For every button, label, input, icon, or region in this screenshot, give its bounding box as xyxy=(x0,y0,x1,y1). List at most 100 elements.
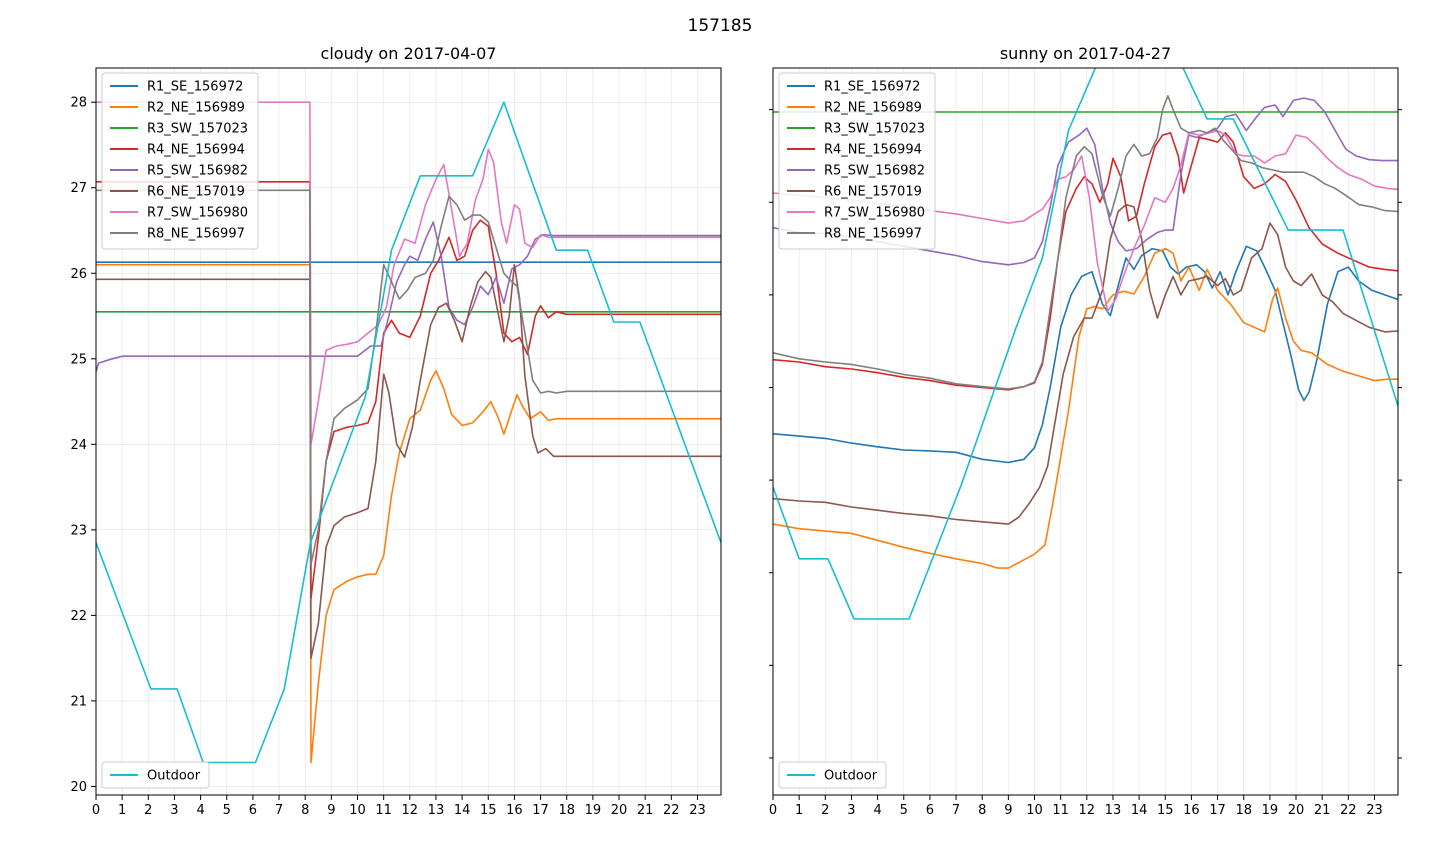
y-tick-label: 22 xyxy=(70,609,87,624)
legend-label: R4_NE_156994 xyxy=(824,143,922,158)
x-tick-label: 17 xyxy=(532,803,549,818)
x-tick-label: 13 xyxy=(1105,803,1122,818)
legend-label: R8_NE_156997 xyxy=(824,227,922,242)
x-tick-label: 9 xyxy=(327,803,335,818)
series-line-r5-sw-156982 xyxy=(773,97,1398,266)
legend-label: Outdoor xyxy=(824,769,878,784)
x-tick-label: 10 xyxy=(1026,803,1043,818)
x-tick-label: 10 xyxy=(349,803,366,818)
x-tick-label: 8 xyxy=(301,803,309,818)
legend-outdoor: Outdoor xyxy=(778,761,887,789)
x-tick-label: 23 xyxy=(689,803,706,818)
panel-title: sunny on 2017-04-27 xyxy=(1000,44,1171,63)
legend: R1_SE_156972 R2_NE_156989 R3_SW_157023 R4_N… xyxy=(778,72,936,250)
x-tick-label: 22 xyxy=(1340,803,1357,818)
x-tick-label: 7 xyxy=(275,803,283,818)
legend-label: R1_SE_156972 xyxy=(147,80,243,95)
x-tick-label: 5 xyxy=(223,803,231,818)
chart-panel-sunny: sunny on 2017-04-27 0 1 2 3 4 5 6 7 8 9 10 11 12 13 14… xyxy=(769,44,1402,818)
x-tick-label: 12 xyxy=(1079,803,1096,818)
legend-outdoor: Outdoor xyxy=(101,761,210,789)
x-tick-label: 18 xyxy=(558,803,575,818)
grid xyxy=(772,68,1375,795)
legend-label: R6_NE_157019 xyxy=(824,185,922,200)
legend-label: R2_NE_156989 xyxy=(824,101,922,116)
y-tick-label: 26 xyxy=(70,267,87,282)
x-tick-label: 3 xyxy=(170,803,178,818)
x-tick-label: 19 xyxy=(585,803,602,818)
legend-box xyxy=(101,72,259,250)
series-line-r2-ne-156989 xyxy=(96,263,721,764)
legend-label: R7_SW_156980 xyxy=(147,206,248,221)
x-tick-label: 3 xyxy=(847,803,855,818)
legend-label: R4_NE_156994 xyxy=(147,143,245,158)
x-tick-label: 19 xyxy=(1262,803,1279,818)
x-tick-label: 13 xyxy=(428,803,445,818)
y-tick-label: 27 xyxy=(70,181,87,196)
y-tick-label: 25 xyxy=(70,352,87,367)
y-tick-label: 23 xyxy=(70,523,87,538)
series-group xyxy=(96,101,721,764)
series-line-r7-sw-156980 xyxy=(773,129,1398,312)
x-tick-label: 16 xyxy=(1183,803,1200,818)
x-tick-label: 14 xyxy=(1131,803,1148,818)
chart-panel-cloudy: cloudy on 2017-04-07 0 1 2 3 4 5 6 7 8 9 10 11 12 13 1… xyxy=(70,44,722,818)
series-line-outdoor xyxy=(96,101,721,764)
legend-label: R3_SW_157023 xyxy=(824,122,925,137)
x-tick-label: 6 xyxy=(249,803,257,818)
x-tick-label: 20 xyxy=(1288,803,1305,818)
y-tick-label: 21 xyxy=(70,694,87,709)
series-line-r6-ne-157019 xyxy=(96,263,721,659)
x-tick-label: 12 xyxy=(402,803,419,818)
legend-label: R5_SW_156982 xyxy=(824,164,925,179)
x-tick-label: 4 xyxy=(196,803,204,818)
x-tick-label: 17 xyxy=(1209,803,1226,818)
x-tick-label: 21 xyxy=(1314,803,1331,818)
x-tick-label: 11 xyxy=(1052,803,1069,818)
x-tick-label: 6 xyxy=(926,803,934,818)
x-tick-label: 21 xyxy=(637,803,654,818)
x-tick-label: 0 xyxy=(92,803,100,818)
legend-label: R2_NE_156989 xyxy=(147,101,245,116)
legend-box xyxy=(778,72,936,250)
series-line-r5-sw-156982 xyxy=(96,221,721,372)
y-tick-label: 28 xyxy=(70,96,87,111)
axes-frame xyxy=(772,67,1399,796)
x-tick-label: 11 xyxy=(375,803,392,818)
x-tick-label: 22 xyxy=(663,803,680,818)
series-line-r2-ne-156989 xyxy=(773,247,1398,569)
x-tick-label: 5 xyxy=(900,803,908,818)
axes-frame xyxy=(95,67,722,796)
series-line-r7-sw-156980 xyxy=(96,101,721,446)
x-tick-label: 2 xyxy=(821,803,829,818)
series-line-r6-ne-157019 xyxy=(773,203,1398,525)
y-tick-label: 20 xyxy=(70,780,87,795)
series-line-r4-ne-156994 xyxy=(773,132,1398,391)
x-tick-label: 23 xyxy=(1366,803,1383,818)
legend-box xyxy=(778,761,887,789)
legend-label: Outdoor xyxy=(147,769,201,784)
x-tick-label: 2 xyxy=(144,803,152,818)
x-tick-label: 14 xyxy=(454,803,471,818)
figure-suptitle: 157185 xyxy=(688,16,753,36)
legend-label: R8_NE_156997 xyxy=(147,227,245,242)
x-tick-label: 0 xyxy=(769,803,777,818)
x-tick-label: 9 xyxy=(1004,803,1012,818)
x-tick-label: 15 xyxy=(480,803,497,818)
legend-label: R7_SW_156980 xyxy=(824,206,925,221)
series-line-outdoor xyxy=(773,68,1398,620)
x-tick-label: 7 xyxy=(952,803,960,818)
series-line-r1-se-156972 xyxy=(773,245,1398,464)
series-line-r8-ne-156997 xyxy=(96,189,721,565)
x-tick-label: 15 xyxy=(1157,803,1174,818)
legend: R1_SE_156972 R2_NE_156989 R3_SW_157023 R4_N… xyxy=(101,72,259,250)
panel-title: cloudy on 2017-04-07 xyxy=(321,44,497,63)
x-tick-label: 20 xyxy=(611,803,628,818)
series-line-r4-ne-156994 xyxy=(96,181,721,600)
legend-label: R3_SW_157023 xyxy=(147,122,248,137)
x-tick-label: 1 xyxy=(118,803,126,818)
x-tick-label: 4 xyxy=(873,803,881,818)
series-group xyxy=(773,68,1398,620)
legend-label: R1_SE_156972 xyxy=(824,80,920,95)
